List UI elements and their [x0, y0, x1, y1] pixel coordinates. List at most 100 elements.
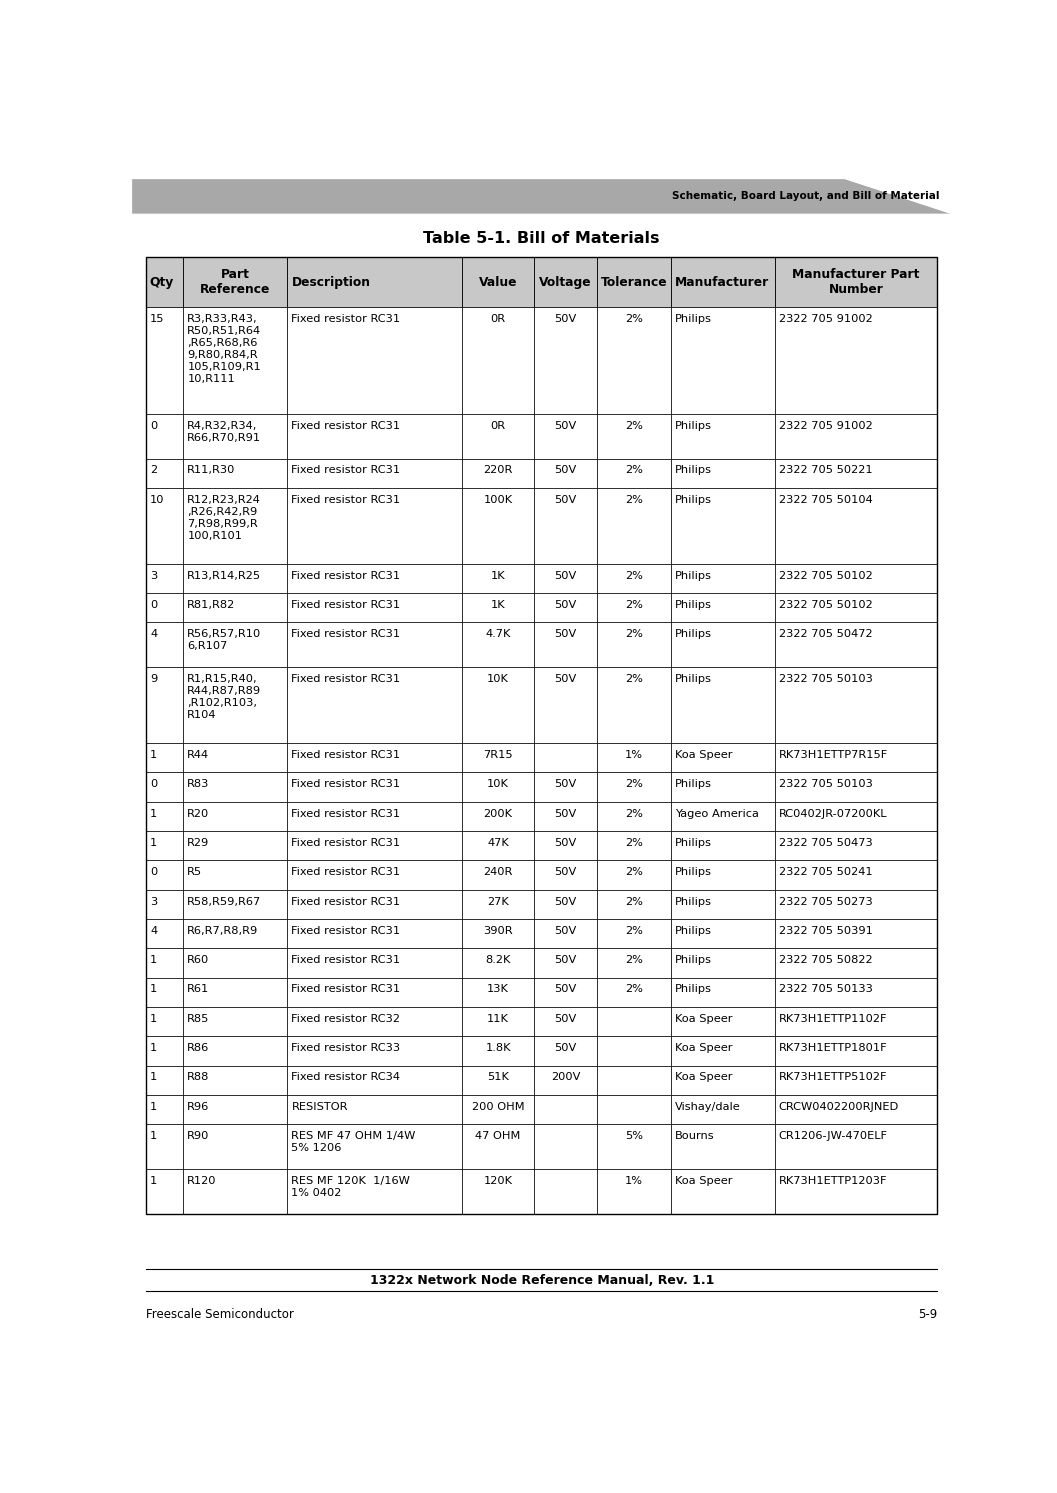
Bar: [146, 744, 183, 772]
Bar: [183, 1094, 288, 1124]
Text: RK73H1ETTP1801F: RK73H1ETTP1801F: [779, 1044, 888, 1053]
Text: R96: R96: [187, 1102, 209, 1112]
Bar: [146, 458, 183, 488]
Bar: [183, 918, 288, 948]
Bar: [597, 1066, 670, 1094]
Bar: [670, 744, 775, 772]
Bar: [288, 1094, 462, 1124]
Text: R4,R32,R34,
R66,R70,R91: R4,R32,R34, R66,R70,R91: [187, 421, 261, 442]
Text: 13K: 13K: [487, 984, 509, 994]
Bar: [534, 593, 597, 623]
Text: Koa Speer: Koa Speer: [674, 749, 733, 760]
Bar: [146, 306, 183, 414]
Text: 0R: 0R: [490, 314, 505, 324]
Bar: [146, 890, 183, 918]
Text: 50V: 50V: [554, 421, 576, 430]
Text: Fixed resistor RC32: Fixed resistor RC32: [292, 1014, 401, 1024]
Text: RK73H1ETTP7R15F: RK73H1ETTP7R15F: [779, 749, 888, 760]
Text: 1322x Network Node Reference Manual, Rev. 1.1: 1322x Network Node Reference Manual, Rev…: [370, 1274, 713, 1287]
Bar: [183, 1036, 288, 1066]
Bar: [288, 306, 462, 414]
Text: 3: 3: [150, 570, 157, 581]
Bar: [534, 1036, 597, 1066]
Bar: [288, 458, 462, 488]
Bar: [775, 918, 938, 948]
Bar: [775, 802, 938, 832]
Text: 50V: 50V: [554, 984, 576, 994]
Bar: [183, 593, 288, 623]
Text: Fixed resistor RC31: Fixed resistor RC31: [292, 466, 401, 475]
Bar: [288, 890, 462, 918]
Bar: [288, 1124, 462, 1169]
Text: CRCW0402200RJNED: CRCW0402200RJNED: [779, 1102, 900, 1112]
Bar: [462, 890, 534, 918]
Bar: [183, 1006, 288, 1036]
Text: Manufacturer: Manufacturer: [674, 276, 768, 288]
Bar: [183, 890, 288, 918]
Bar: [670, 948, 775, 978]
Text: 1: 1: [150, 838, 157, 848]
Text: 11K: 11K: [487, 1014, 509, 1024]
Text: 2322 705 50102: 2322 705 50102: [779, 600, 872, 611]
Text: R61: R61: [187, 984, 209, 994]
Bar: [288, 948, 462, 978]
Bar: [597, 772, 670, 802]
Bar: [183, 564, 288, 593]
Bar: [775, 667, 938, 744]
Bar: [775, 744, 938, 772]
Bar: [670, 1094, 775, 1124]
Text: R44: R44: [187, 749, 209, 760]
Text: 220R: 220R: [483, 466, 513, 475]
Bar: [597, 832, 670, 860]
Text: Philips: Philips: [674, 570, 711, 581]
Bar: [183, 488, 288, 564]
Text: 10K: 10K: [487, 779, 509, 790]
Bar: [146, 414, 183, 458]
Bar: [146, 802, 183, 832]
Text: Part
Reference: Part Reference: [200, 269, 271, 296]
Bar: [462, 623, 534, 667]
Text: Fixed resistor RC31: Fixed resistor RC31: [292, 984, 401, 994]
Bar: [534, 306, 597, 414]
Bar: [775, 1094, 938, 1124]
Text: 2%: 2%: [625, 838, 643, 848]
Text: Vishay/dale: Vishay/dale: [674, 1102, 740, 1112]
Text: 1: 1: [150, 956, 157, 964]
Polygon shape: [132, 179, 951, 213]
Bar: [670, 257, 775, 306]
Text: RC0402JR-07200KL: RC0402JR-07200KL: [779, 809, 887, 818]
Text: 1%: 1%: [625, 749, 643, 760]
Bar: [534, 802, 597, 832]
Text: Philips: Philips: [674, 867, 711, 878]
Text: Philips: Philips: [674, 896, 711, 906]
Text: Koa Speer: Koa Speer: [674, 1044, 733, 1053]
Bar: [146, 623, 183, 667]
Text: 2%: 2%: [625, 984, 643, 994]
Bar: [462, 1124, 534, 1169]
Text: 50V: 50V: [554, 779, 576, 790]
Text: 50V: 50V: [554, 809, 576, 818]
Bar: [146, 564, 183, 593]
Text: Philips: Philips: [674, 984, 711, 994]
Bar: [597, 1036, 670, 1066]
Bar: [775, 1006, 938, 1036]
Bar: [462, 948, 534, 978]
Text: 50V: 50V: [554, 867, 576, 878]
Bar: [288, 1066, 462, 1094]
Text: Philips: Philips: [674, 838, 711, 848]
Text: Philips: Philips: [674, 466, 711, 475]
Bar: [597, 1169, 670, 1214]
Text: 2%: 2%: [625, 779, 643, 790]
Bar: [146, 918, 183, 948]
Bar: [670, 414, 775, 458]
Text: Koa Speer: Koa Speer: [674, 1176, 733, 1185]
Bar: [288, 1169, 462, 1214]
Text: 47K: 47K: [487, 838, 508, 848]
Text: 2%: 2%: [625, 956, 643, 964]
Bar: [775, 564, 938, 593]
Bar: [146, 1066, 183, 1094]
Text: 2322 705 91002: 2322 705 91002: [779, 314, 872, 324]
Bar: [534, 1169, 597, 1214]
Text: 1: 1: [150, 1132, 157, 1141]
Text: R3,R33,R43,
R50,R51,R64
,R65,R68,R6
9,R80,R84,R
105,R109,R1
10,R111: R3,R33,R43, R50,R51,R64 ,R65,R68,R6 9,R8…: [187, 314, 261, 384]
